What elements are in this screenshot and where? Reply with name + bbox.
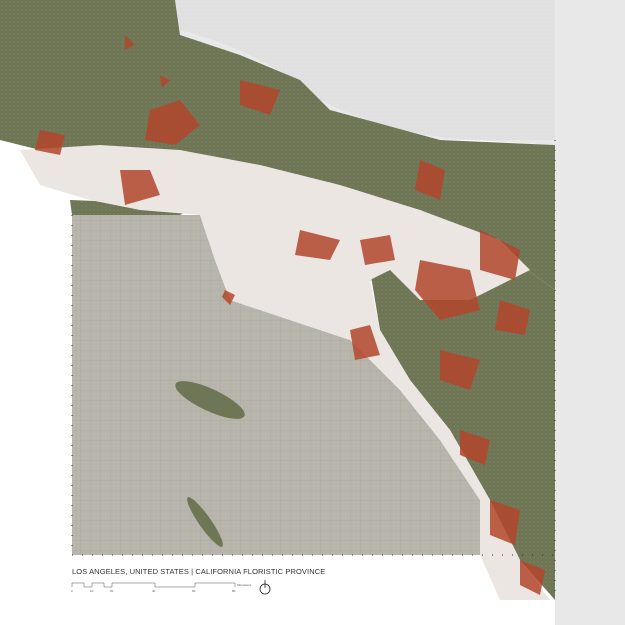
island-catalina [175,381,245,419]
urban-area [20,145,550,600]
scale-tick: 10 [90,589,94,593]
scale-bar: 0 10 20 40 60 80 Kilometers [71,582,252,593]
scale-tick: 60 [192,589,196,593]
scale-unit: Kilometers [237,583,252,587]
scale-tick: 0 [71,589,73,593]
north-arrow-icon [259,580,271,595]
map-caption: LOS ANGELES, UNITED STATES | CALIFORNIA … [72,567,326,576]
fire-risk-patches [35,35,545,595]
scale-tick: 40 [152,589,156,593]
scale-tick: 80 [232,589,236,593]
island-clemente [187,497,223,547]
scale-tick: 20 [110,589,114,593]
